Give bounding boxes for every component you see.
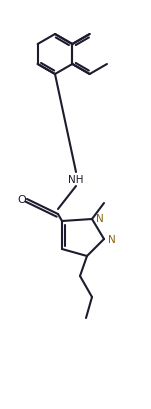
Text: N: N: [108, 234, 116, 245]
Text: O: O: [18, 195, 26, 204]
Text: NH: NH: [68, 175, 84, 184]
Text: N: N: [96, 213, 104, 223]
